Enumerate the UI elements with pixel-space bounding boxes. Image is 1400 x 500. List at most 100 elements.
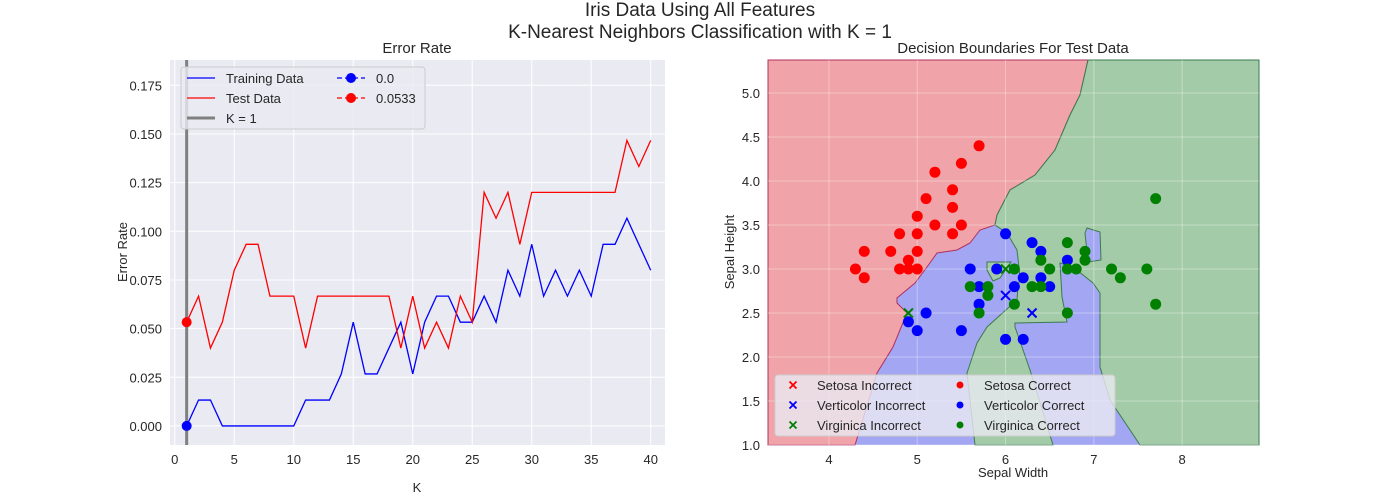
setosa-correct-point: [911, 263, 923, 275]
virginica-correct-point: [973, 307, 985, 319]
y-tick-label: 0.050: [129, 322, 162, 337]
legend-marker: [346, 93, 356, 103]
setosa-correct-point: [973, 140, 985, 152]
versicolor-correct-point: [991, 263, 1003, 275]
legend-marker: [788, 400, 798, 410]
legend-marker: [788, 380, 798, 390]
marker-point: [181, 317, 192, 328]
series-line-test-data: [186, 138, 652, 351]
y-tick-label: 2.0: [742, 350, 760, 365]
x-tick-label: 20: [406, 452, 420, 467]
x-tick-label: 30: [524, 452, 538, 467]
x-tick-label: 10: [287, 452, 301, 467]
legend-label: Virginica Correct: [984, 418, 1080, 433]
x-tick-label: 35: [584, 452, 598, 467]
virginica-correct-point: [1079, 254, 1091, 266]
y-tick-label: 1.0: [742, 438, 760, 453]
virginica-correct-point: [1035, 254, 1047, 266]
setosa-correct-point: [894, 228, 906, 240]
y-tick-label: 0.075: [129, 273, 162, 288]
virginica-correct-point: [982, 289, 994, 301]
versicolor-correct-point: [1061, 254, 1073, 266]
legend-label: Training Data: [226, 71, 304, 86]
setosa-correct-point: [955, 157, 967, 169]
virginica-correct-point: [1044, 263, 1056, 275]
versicolor-incorrect-point: [1026, 307, 1038, 319]
y-tick-label: 5.0: [742, 86, 760, 101]
series-line-training-data: [186, 216, 652, 427]
legend-label: Verticolor Correct: [984, 398, 1085, 413]
setosa-correct-point: [955, 219, 967, 231]
virginica-correct-point: [1008, 263, 1020, 275]
y-tick-label: 1.5: [742, 394, 760, 409]
left-x-label: K: [413, 480, 422, 495]
versicolor-correct-point: [955, 325, 967, 337]
x-tick-label: 7: [1090, 452, 1097, 467]
y-tick-label: 4.5: [742, 130, 760, 145]
virginica-correct-point: [1026, 281, 1038, 293]
right-legend: Setosa Incorrect Verticolor Incorrect Virg…: [774, 374, 1116, 437]
legend-marker: [788, 420, 798, 430]
virginica-correct-point: [964, 281, 976, 293]
versicolor-correct-point: [1017, 333, 1029, 345]
setosa-correct-point: [920, 193, 932, 205]
legend-label: Setosa Incorrect: [817, 378, 912, 393]
setosa-correct-point: [911, 245, 923, 257]
y-tick-label: 0.100: [129, 224, 162, 239]
legend-label: Setosa Correct: [984, 378, 1071, 393]
versicolor-correct-point: [920, 307, 932, 319]
x-tick-label: 25: [465, 452, 479, 467]
virginica-correct-point: [1070, 263, 1082, 275]
versicolor-correct-point: [1026, 237, 1038, 249]
y-tick-label: 0.150: [129, 127, 162, 142]
versicolor-incorrect-point: [1000, 290, 1011, 301]
versicolor-correct-point: [964, 263, 976, 275]
setosa-correct-point: [894, 263, 906, 275]
virginica-correct-point: [1035, 281, 1047, 293]
region-virginica: [966, 59, 1260, 446]
versicolor-correct-point: [902, 316, 914, 328]
legend-box: [180, 66, 426, 130]
virginica-incorrect-point: [903, 307, 914, 319]
x-tick-label: 40: [643, 452, 657, 467]
right-chart-title: Decision Boundaries For Test Data: [897, 40, 1129, 57]
figure-title-line2: K-Nearest Neighbors Classification with …: [508, 22, 892, 43]
legend-label: K = 1: [226, 111, 257, 126]
marker-point: [181, 420, 192, 431]
versicolor-correct-point: [973, 281, 985, 293]
versicolor-correct-point: [1035, 245, 1047, 257]
legend-marker: [956, 421, 964, 429]
versicolor-correct-point: [1008, 281, 1020, 293]
virginica-correct-point: [1150, 193, 1162, 205]
setosa-correct-point: [947, 201, 959, 213]
y-tick-label: 0.000: [129, 419, 162, 434]
x-tick-label: 0: [171, 452, 178, 467]
y-tick-label: 2.5: [742, 306, 760, 321]
virginica-correct-point: [1061, 307, 1073, 319]
legend-label: Virginica Incorrect: [817, 418, 921, 433]
decision-boundary-chart: Decision Boundaries For Test Data Sepal …: [722, 40, 1260, 480]
figure-title-line1: Iris Data Using All Features: [585, 0, 815, 21]
setosa-correct-point: [947, 228, 959, 240]
setosa-correct-point: [947, 184, 959, 196]
versicolor-correct-point: [973, 298, 985, 310]
virginica-correct-point: [1150, 298, 1162, 310]
right-y-label: Sepal Height: [722, 214, 737, 289]
setosa-correct-point: [911, 210, 923, 222]
virginica-correct-point: [1061, 237, 1073, 249]
x-tick-label: 4: [825, 452, 832, 467]
versicolor-correct-point: [1017, 272, 1029, 284]
legend-box: [774, 374, 1116, 437]
virginica-correct-point: [982, 281, 994, 293]
x-tick-label: 6: [1002, 452, 1009, 467]
x-tick-label: 8: [1179, 452, 1186, 467]
error-rate-chart: Error Rate K Error Rate 0 5 10 15 20 25 30 35 40…: [115, 40, 665, 495]
setosa-correct-point: [849, 263, 861, 275]
y-tick-label: 3.5: [742, 218, 760, 233]
right-x-label: Sepal Width: [978, 465, 1048, 480]
legend-marker: [956, 381, 964, 389]
left-y-label: Error Rate: [115, 222, 130, 282]
versicolor-correct-point: [1000, 228, 1012, 240]
virginica-correct-point: [1079, 245, 1091, 257]
